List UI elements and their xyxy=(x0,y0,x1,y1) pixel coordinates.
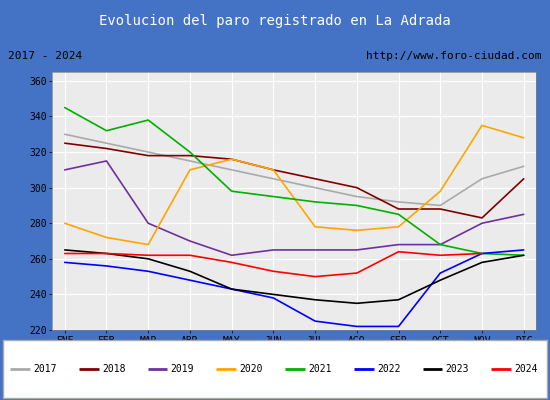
Text: http://www.foro-ciudad.com: http://www.foro-ciudad.com xyxy=(366,51,542,61)
FancyBboxPatch shape xyxy=(3,340,547,398)
Text: 2021: 2021 xyxy=(308,364,332,374)
Text: 2018: 2018 xyxy=(102,364,125,374)
Text: 2017: 2017 xyxy=(33,364,57,374)
Text: 2023: 2023 xyxy=(446,364,469,374)
Text: Evolucion del paro registrado en La Adrada: Evolucion del paro registrado en La Adra… xyxy=(99,14,451,28)
Text: 2019: 2019 xyxy=(170,364,194,374)
Text: 2024: 2024 xyxy=(515,364,538,374)
Text: 2017 - 2024: 2017 - 2024 xyxy=(8,51,82,61)
Text: 2022: 2022 xyxy=(377,364,400,374)
Text: 2020: 2020 xyxy=(240,364,263,374)
